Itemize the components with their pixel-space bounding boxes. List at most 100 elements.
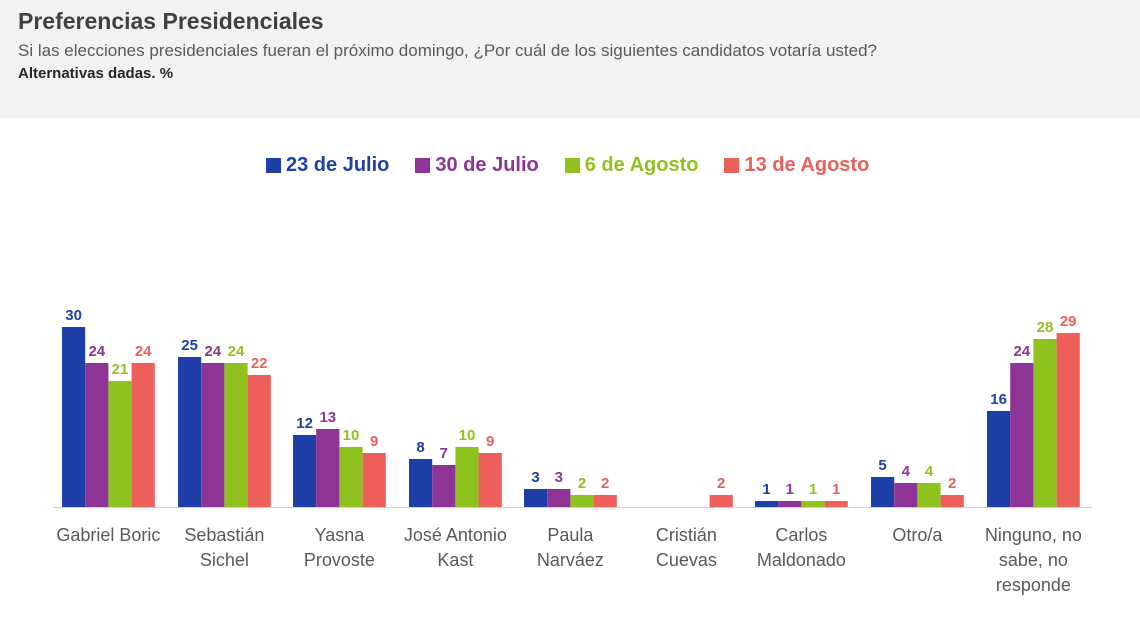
bar bbox=[940, 495, 964, 507]
category-label: Sichel bbox=[200, 550, 249, 570]
data-label: 10 bbox=[343, 427, 360, 444]
data-label: 5 bbox=[878, 457, 886, 474]
category-label: Provoste bbox=[304, 550, 375, 570]
data-label: 24 bbox=[88, 343, 105, 360]
legend-item-23-julio: 23 de Julio bbox=[266, 154, 389, 177]
category-label: responde bbox=[996, 575, 1071, 595]
data-label: 4 bbox=[925, 463, 934, 480]
data-label: 30 bbox=[65, 307, 82, 324]
bar bbox=[917, 483, 941, 507]
bar bbox=[547, 489, 571, 507]
data-label: 7 bbox=[440, 445, 448, 462]
data-label: 24 bbox=[1013, 343, 1030, 360]
bar bbox=[201, 363, 225, 507]
bar bbox=[108, 381, 132, 507]
data-label: 10 bbox=[459, 427, 476, 444]
bar bbox=[871, 477, 895, 507]
bar bbox=[801, 501, 825, 507]
data-label: 3 bbox=[531, 469, 539, 486]
bar bbox=[987, 411, 1011, 507]
data-label: 24 bbox=[204, 343, 221, 360]
category-label: Carlos bbox=[775, 525, 827, 545]
bar bbox=[524, 489, 548, 507]
category-label: Otro/a bbox=[892, 525, 943, 545]
legend-label: 6 de Agosto bbox=[584, 154, 699, 176]
bar bbox=[178, 357, 202, 507]
bar bbox=[432, 465, 456, 507]
data-label: 12 bbox=[296, 415, 313, 432]
data-label: 21 bbox=[112, 361, 129, 378]
data-label: 16 bbox=[990, 391, 1007, 408]
category-label: José Antonio bbox=[404, 525, 507, 545]
legend-label: 23 de Julio bbox=[286, 154, 390, 176]
data-label: 9 bbox=[370, 433, 378, 450]
data-label: 9 bbox=[486, 433, 494, 450]
data-label: 22 bbox=[251, 355, 268, 372]
bar bbox=[570, 495, 594, 507]
bar bbox=[1010, 363, 1034, 507]
bar bbox=[247, 375, 271, 507]
data-label: 1 bbox=[832, 481, 840, 498]
data-label: 24 bbox=[135, 343, 152, 360]
chart-legend: 23 de Julio 30 de Julio 6 de Agosto 13 d… bbox=[266, 154, 869, 177]
chart-note: Alternativas dadas. % bbox=[18, 65, 174, 82]
legend-item-13-agosto: 13 de Agosto bbox=[724, 154, 869, 177]
data-label: 28 bbox=[1037, 319, 1054, 336]
data-label: 2 bbox=[948, 475, 956, 492]
category-label: Narváez bbox=[537, 550, 604, 570]
legend-swatch bbox=[415, 158, 431, 173]
bar bbox=[455, 447, 479, 507]
bar bbox=[593, 495, 617, 507]
bar bbox=[339, 447, 363, 507]
category-label: Sebastián bbox=[184, 525, 264, 545]
bar bbox=[293, 435, 317, 507]
bar bbox=[316, 429, 340, 507]
legend-item-30-julio: 30 de Julio bbox=[415, 154, 539, 177]
data-label: 13 bbox=[319, 409, 336, 426]
category-label: sabe, no bbox=[999, 550, 1068, 570]
data-label: 3 bbox=[555, 469, 563, 486]
category-label: Cuevas bbox=[656, 550, 717, 570]
data-label: 1 bbox=[762, 481, 770, 498]
category-label: Kast bbox=[437, 550, 473, 570]
category-label: Ninguno, no bbox=[985, 525, 1082, 545]
data-label: 2 bbox=[578, 475, 586, 492]
data-label: 1 bbox=[786, 481, 794, 498]
data-label: 24 bbox=[228, 343, 245, 360]
bar bbox=[409, 459, 433, 507]
legend-swatch bbox=[564, 158, 580, 173]
chart-subtitle: Si las elecciones presidenciales fueran … bbox=[18, 41, 877, 60]
data-label: 2 bbox=[717, 475, 725, 492]
bar bbox=[131, 363, 155, 507]
data-label: 8 bbox=[416, 439, 424, 456]
data-label: 4 bbox=[902, 463, 911, 480]
header-panel: Preferencias Presidenciales Si las elecc… bbox=[0, 0, 1140, 118]
data-label: 29 bbox=[1060, 313, 1077, 330]
data-label: 2 bbox=[601, 475, 609, 492]
bar bbox=[1056, 333, 1080, 507]
legend-swatch bbox=[266, 158, 281, 173]
bar bbox=[778, 501, 802, 507]
bar bbox=[224, 363, 248, 507]
category-label: Cristián bbox=[656, 525, 717, 545]
bar bbox=[755, 501, 779, 507]
bar bbox=[1033, 339, 1057, 507]
category-label: Gabriel Boric bbox=[56, 525, 160, 545]
category-label: Yasna bbox=[315, 525, 366, 545]
category-label: Paula bbox=[547, 525, 594, 545]
legend-label: 13 de Agosto bbox=[744, 154, 870, 176]
bar bbox=[709, 495, 733, 507]
data-label: 25 bbox=[181, 337, 198, 354]
bar bbox=[894, 483, 918, 507]
data-label: 1 bbox=[809, 481, 817, 498]
legend-swatch bbox=[724, 158, 740, 173]
bar bbox=[824, 501, 848, 507]
chart-title: Preferencias Presidenciales bbox=[18, 8, 324, 34]
category-label: Maldonado bbox=[757, 550, 846, 570]
legend-item-6-agosto: 6 de Agosto bbox=[564, 154, 699, 177]
bar bbox=[62, 327, 86, 507]
legend-label: 30 de Julio bbox=[435, 154, 539, 176]
bar bbox=[85, 363, 109, 507]
bar bbox=[362, 453, 386, 507]
